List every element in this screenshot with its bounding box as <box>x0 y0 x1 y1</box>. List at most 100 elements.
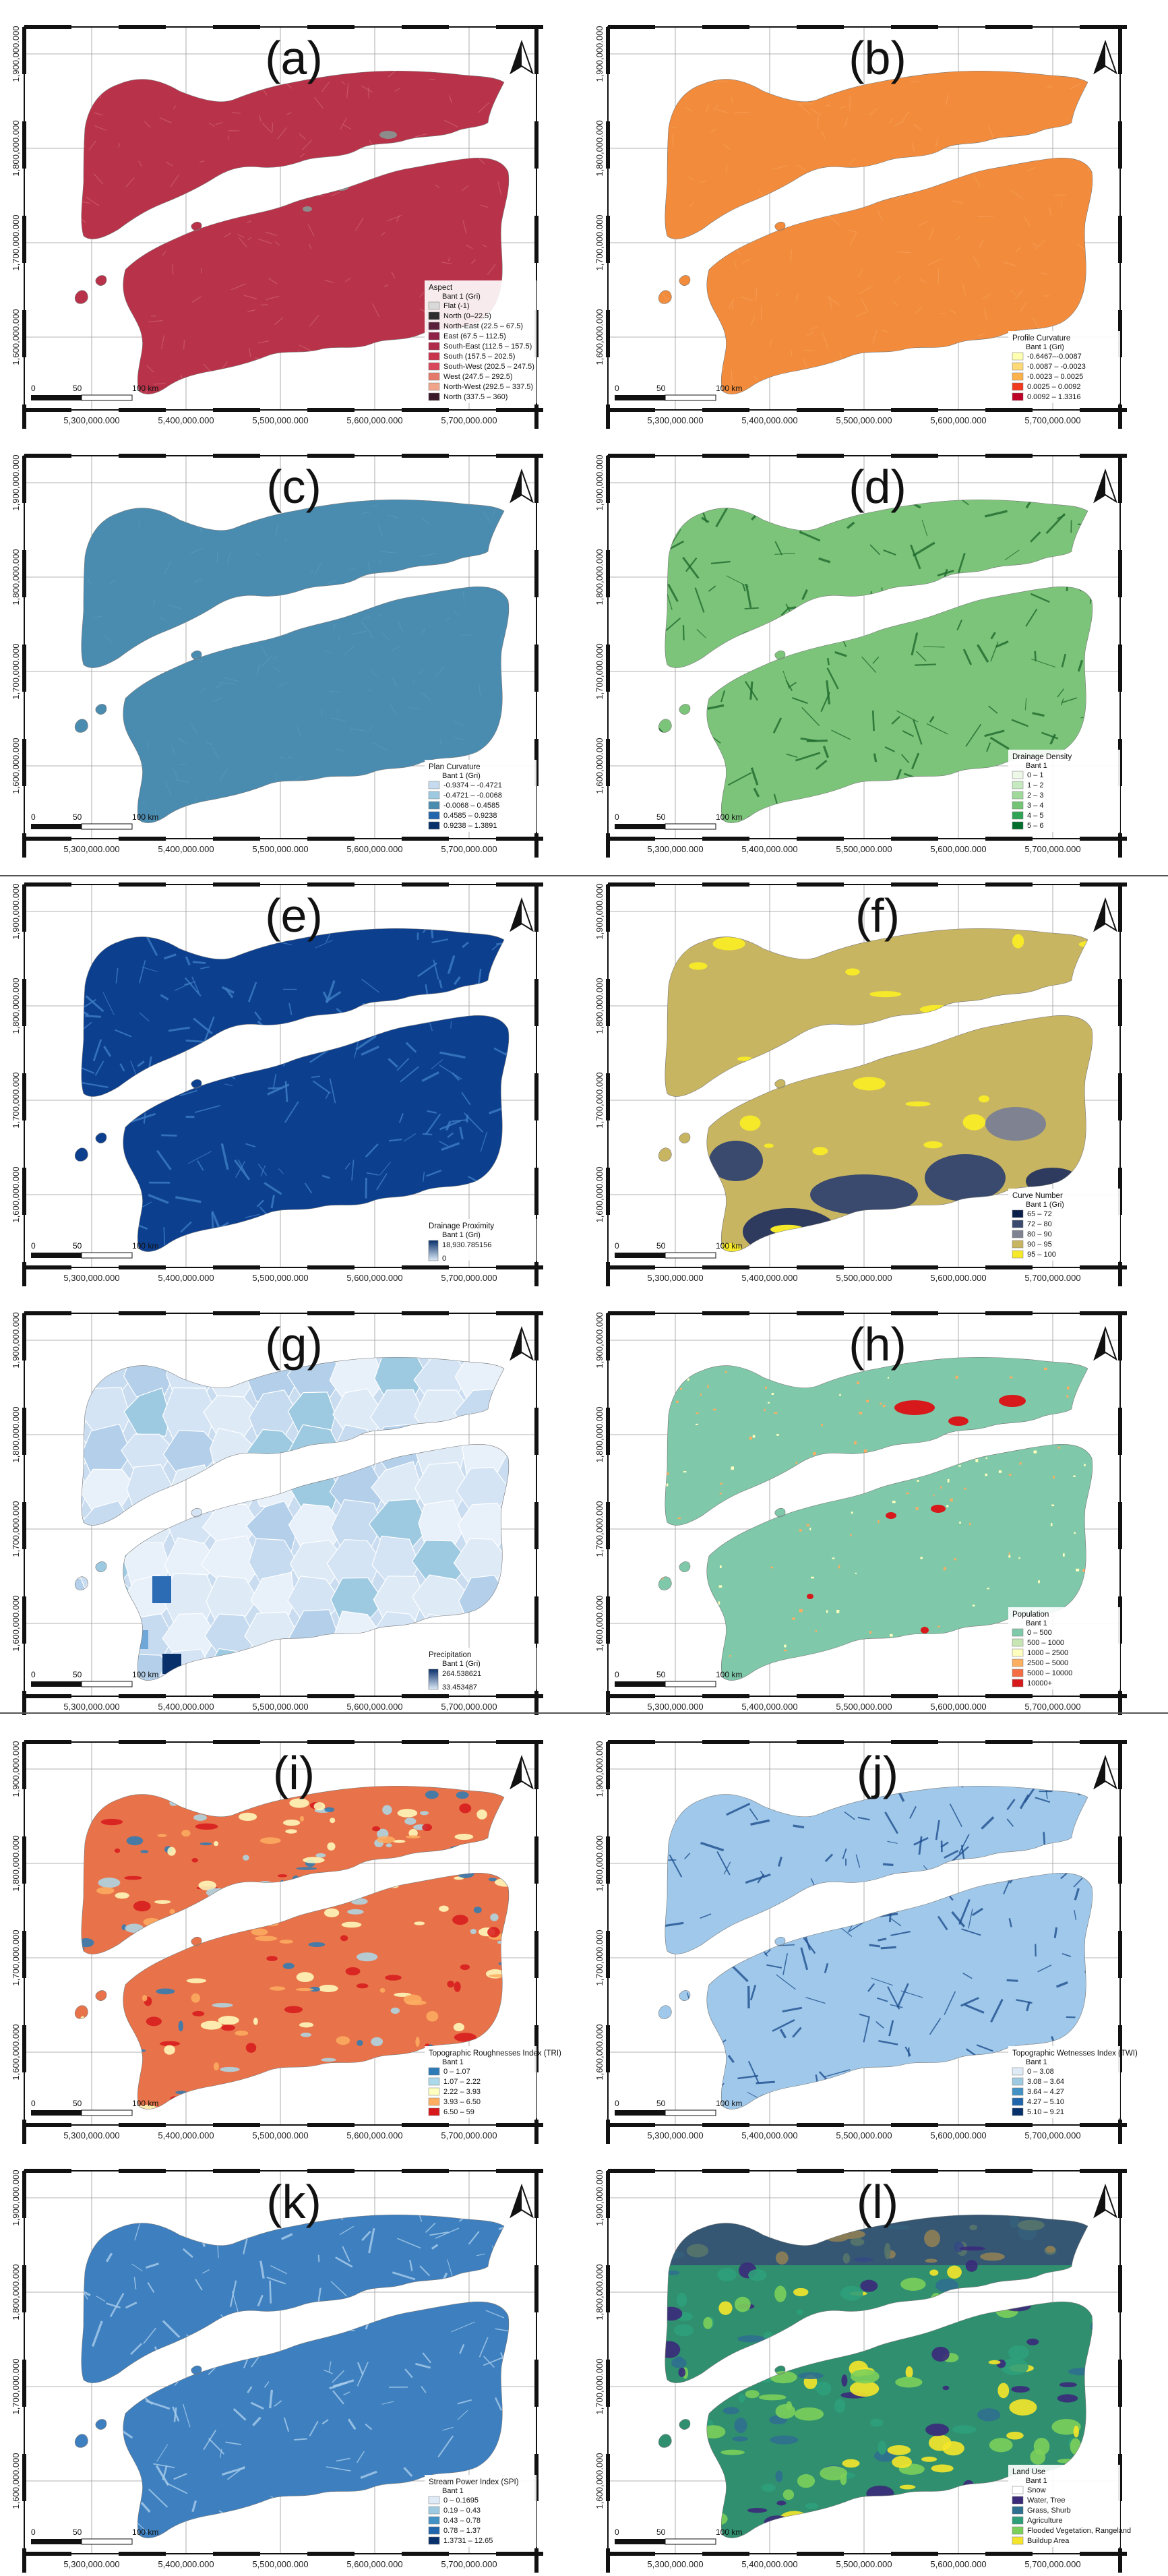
north-arrow-icon <box>1093 39 1117 75</box>
y-tick-label: 1,800,000.000 <box>11 120 21 176</box>
x-tick-label: 5,400,000.000 <box>158 1273 214 1283</box>
panel-letter: (j) <box>857 1747 898 1799</box>
legend-swatch <box>428 791 440 800</box>
scale-label-mid: 50 <box>73 2527 82 2537</box>
legend-item-label: -0.9374 – -0.4721 <box>443 781 502 789</box>
y-tick-label: 1,700,000.000 <box>594 1072 605 1128</box>
scale-label-mid: 50 <box>656 2099 666 2108</box>
y-tick-label: 1,600,000.000 <box>11 309 21 365</box>
region-outline <box>191 650 202 660</box>
legend-swatch <box>428 352 440 361</box>
map-panel: 1,900,000.000 1,800,000.000 1,700,000.000 1… <box>584 429 1167 858</box>
legend-item-label: -0.0023 – 0.0025 <box>1027 373 1083 381</box>
scale-bar: 0 50 100 km <box>615 812 742 830</box>
scale-bar: 0 50 100 km <box>31 1241 158 1259</box>
north-arrow-icon <box>510 39 534 75</box>
x-tick-label: 5,300,000.000 <box>647 415 703 425</box>
region-outline <box>95 1990 107 2001</box>
x-tick-label: 5,500,000.000 <box>836 1702 892 1712</box>
region-outline <box>81 2214 505 2383</box>
legend-subtitle: Bant 1 <box>1026 2058 1047 2066</box>
x-tick-label: 5,300,000.000 <box>647 1702 703 1712</box>
y-tick-label: 1,800,000.000 <box>594 549 605 605</box>
y-tick-label: 1,700,000.000 <box>594 1929 605 1985</box>
legend-swatch <box>1012 1638 1024 1647</box>
region-outline <box>81 499 505 668</box>
legend-swatch <box>428 2077 440 2086</box>
legend-title: Curve Number <box>1012 1192 1063 1200</box>
x-tick-label: 5,400,000.000 <box>741 415 797 425</box>
legend-swatch <box>1012 372 1024 381</box>
legend-subtitle: Bant 1 (Gri) <box>442 1660 481 1668</box>
north-arrow-icon <box>510 1325 534 1361</box>
map-panel: 1,900,000.000 1,800,000.000 1,700,000.000 1… <box>0 858 584 1286</box>
scale-label-end: 100 km <box>716 384 742 393</box>
region-outline <box>81 928 505 1097</box>
scale-label-mid: 50 <box>656 1670 666 1679</box>
north-arrow-icon <box>1093 468 1117 504</box>
region-outline <box>774 1936 786 1946</box>
y-tick-label: 1,800,000.000 <box>594 978 605 1034</box>
y-tick-label: 1,800,000.000 <box>11 2264 21 2320</box>
legend-subtitle: Bant 1 <box>1026 762 1047 770</box>
x-tick-label: 5,300,000.000 <box>63 2559 119 2569</box>
y-tick-label: 1,900,000.000 <box>11 26 21 82</box>
scale-bar: 0 50 100 km <box>31 2099 158 2116</box>
region-outline <box>191 1079 202 1089</box>
x-tick-label: 5,500,000.000 <box>252 1273 308 1283</box>
legend-swatch <box>1012 382 1024 391</box>
legend-item-label: South (157.5 – 202.5) <box>443 353 515 361</box>
region-outline <box>95 275 107 286</box>
region-outline <box>191 2365 202 2375</box>
legend-item-label: 1000 – 2500 <box>1027 1649 1068 1657</box>
legend-swatch <box>1012 362 1024 371</box>
legend-item-label: 90 – 95 <box>1027 1240 1052 1249</box>
y-tick-label: 1,900,000.000 <box>11 883 21 939</box>
scale-label-zero: 0 <box>615 2099 619 2108</box>
legend-item-label: 0 <box>442 1255 446 1263</box>
legend-swatch <box>428 2536 440 2545</box>
y-tick-label: 1,900,000.000 <box>11 1312 21 1368</box>
north-arrow-icon <box>1093 2183 1117 2219</box>
legend-subtitle: Bant 1 (Gri) <box>1026 1201 1064 1209</box>
scale-label-end: 100 km <box>132 1670 158 1679</box>
panel-letter: (l) <box>857 2176 898 2228</box>
legend-item-label: 500 – 1000 <box>1027 1639 1064 1647</box>
region-outline <box>123 1015 510 1252</box>
map-panel: 1,900,000.000 1,800,000.000 1,700,000.000 1… <box>584 1286 1167 1715</box>
region-outline <box>191 1507 202 1518</box>
region-outline <box>123 587 510 823</box>
legend-item-label: 2 – 3 <box>1027 791 1043 800</box>
legend-ramp <box>428 1669 439 1690</box>
x-tick-label: 5,300,000.000 <box>63 2130 119 2140</box>
legend-item-label: 5000 – 10000 <box>1027 1669 1072 1677</box>
x-tick-label: 5,500,000.000 <box>252 415 308 425</box>
legend-swatch <box>1012 811 1024 820</box>
panel-letter: (g) <box>265 1318 323 1371</box>
region-outline <box>665 1356 1088 1526</box>
region-outline <box>706 1873 1093 2109</box>
legend-item-label: 1.3731 – 12.65 <box>443 2537 493 2545</box>
scale-label-zero: 0 <box>615 1670 619 1679</box>
scale-label-zero: 0 <box>31 812 36 822</box>
legend-swatch <box>1012 2516 1024 2525</box>
scale-label-zero: 0 <box>615 2527 619 2537</box>
legend-swatch <box>1012 1628 1024 1637</box>
x-tick-label: 5,600,000.000 <box>346 415 402 425</box>
legend-ramp <box>428 1240 439 1261</box>
legend-item-label: 33.453487 <box>442 1683 477 1691</box>
scale-label-mid: 50 <box>656 1241 666 1251</box>
x-tick-label: 5,700,000.000 <box>1024 415 1080 425</box>
legend-item-label: 0.0025 – 0.0092 <box>1027 383 1081 391</box>
x-tick-label: 5,300,000.000 <box>63 1702 119 1712</box>
x-tick-label: 5,500,000.000 <box>836 2559 892 2569</box>
legend-swatch <box>1012 352 1024 361</box>
y-tick-label: 1,600,000.000 <box>11 738 21 793</box>
legend-title: Stream Power Index (SPI) <box>429 2478 519 2486</box>
x-tick-label: 5,700,000.000 <box>1024 2559 1080 2569</box>
scale-bar: 0 50 100 km <box>615 2527 742 2545</box>
region-outline <box>123 1873 510 2109</box>
